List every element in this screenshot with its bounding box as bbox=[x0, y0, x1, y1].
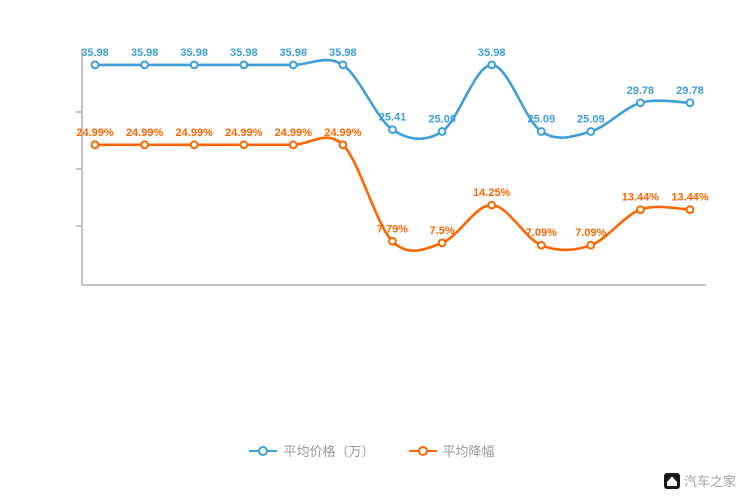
data-label: 24.99% bbox=[176, 127, 214, 139]
data-point[interactable] bbox=[685, 98, 695, 108]
data-label: 7.79% bbox=[377, 223, 408, 235]
data-label: 25.09 bbox=[528, 114, 556, 126]
data-point[interactable] bbox=[288, 60, 298, 70]
data-label: 29.78 bbox=[676, 85, 704, 97]
data-point[interactable] bbox=[586, 127, 596, 136]
data-label: 13.44% bbox=[671, 192, 709, 204]
data-label: 35.98 bbox=[329, 47, 357, 59]
data-point[interactable] bbox=[586, 240, 596, 250]
data-label: 25.09 bbox=[577, 114, 605, 126]
data-point[interactable] bbox=[189, 60, 199, 70]
data-label: 25.09 bbox=[428, 114, 456, 126]
legend-item-price[interactable]: 平均价格（万） bbox=[249, 441, 375, 460]
watermark-text: 汽车之家 bbox=[683, 474, 736, 489]
data-label: 35.98 bbox=[478, 47, 506, 59]
data-label: 13.44% bbox=[622, 192, 660, 204]
data-label: 25.41 bbox=[379, 112, 407, 124]
data-point[interactable] bbox=[90, 60, 100, 70]
data-point[interactable] bbox=[536, 240, 546, 250]
legend-item-discount[interactable]: 平均降幅 bbox=[408, 441, 495, 460]
data-point[interactable] bbox=[189, 140, 199, 150]
data-point[interactable] bbox=[636, 205, 645, 215]
data-point[interactable] bbox=[487, 60, 497, 70]
data-point[interactable] bbox=[239, 140, 249, 150]
data-label: 24.99% bbox=[126, 127, 164, 139]
data-point[interactable] bbox=[388, 125, 397, 135]
data-label: 7.09% bbox=[526, 227, 557, 239]
data-point[interactable] bbox=[636, 98, 645, 108]
data-point[interactable] bbox=[288, 140, 298, 150]
data-point[interactable] bbox=[388, 236, 397, 246]
data-point[interactable] bbox=[338, 140, 348, 150]
legend-label-discount: 平均降幅 bbox=[442, 444, 495, 459]
data-point[interactable] bbox=[685, 205, 695, 215]
data-label: 24.99% bbox=[324, 127, 362, 139]
data-point[interactable] bbox=[338, 60, 348, 70]
data-point[interactable] bbox=[487, 200, 497, 210]
autohome-logo-icon bbox=[663, 472, 680, 489]
legend-marker-discount-icon bbox=[408, 445, 437, 457]
data-label: 7.5% bbox=[430, 225, 455, 237]
price-trend-line-chart: 35.98 35.98 35.98 35.98 35.98 35.98 25.41 25.09… bbox=[76, 47, 709, 286]
data-label: 24.99% bbox=[275, 127, 313, 139]
data-point[interactable] bbox=[437, 127, 447, 136]
data-label: 24.99% bbox=[225, 127, 263, 139]
legend-label-price: 平均价格（万） bbox=[283, 444, 375, 459]
data-point[interactable] bbox=[536, 127, 546, 136]
data-point[interactable] bbox=[140, 140, 150, 150]
data-label: 7.09% bbox=[575, 227, 606, 239]
data-point[interactable] bbox=[90, 140, 100, 150]
data-label: 35.98 bbox=[81, 47, 109, 59]
data-label: 35.98 bbox=[230, 47, 258, 59]
data-label: 29.78 bbox=[627, 85, 655, 97]
data-point[interactable] bbox=[239, 60, 249, 70]
data-label: 14.25% bbox=[473, 187, 511, 199]
legend: 平均价格（万） 平均降幅 bbox=[0, 441, 744, 460]
legend-marker-price-icon bbox=[249, 445, 278, 457]
data-point[interactable] bbox=[437, 238, 447, 248]
watermark: 汽车之家 bbox=[663, 471, 736, 490]
data-label: 35.98 bbox=[131, 47, 159, 59]
data-point[interactable] bbox=[140, 60, 150, 70]
data-label: 35.98 bbox=[180, 47, 208, 59]
data-label: 35.98 bbox=[280, 47, 308, 59]
data-label: 24.99% bbox=[76, 127, 114, 139]
